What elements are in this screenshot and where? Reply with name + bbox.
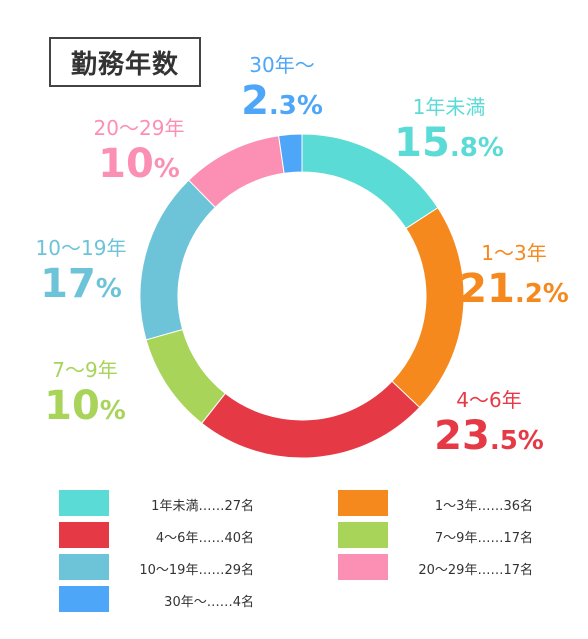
legend-label: 10〜19年……29名 xyxy=(139,563,254,578)
chart-title-box: 勤務年数 xyxy=(49,37,201,87)
percent-int: 23 xyxy=(434,413,490,459)
slice-label: 10〜19年 17% xyxy=(0,238,171,304)
percent-int: 21 xyxy=(459,266,515,312)
percent-dec: .3 xyxy=(268,91,297,121)
slice-category: 7〜9年 xyxy=(52,358,118,382)
slice-category: 4〜6年 xyxy=(456,388,522,412)
percent-int: 2 xyxy=(241,78,269,124)
percent-int: 10 xyxy=(98,141,154,187)
percent-sym: % xyxy=(542,279,569,309)
legend-label: 1〜3年……36名 xyxy=(434,499,533,514)
legend-swatch xyxy=(59,554,109,580)
slice-percent: 23.5% xyxy=(399,416,579,456)
percent-int: 17 xyxy=(40,261,96,307)
donut-slice xyxy=(201,380,421,459)
slice-label: 1〜3年 21.2% xyxy=(424,243,588,309)
legend-label: 1年未満……27名 xyxy=(151,499,254,514)
percent-int: 10 xyxy=(44,383,100,429)
percent-sym: % xyxy=(477,133,504,163)
slice-percent: 10% xyxy=(0,386,175,426)
legend-item: 7〜9年……17名 xyxy=(338,522,558,548)
donut-slice xyxy=(278,133,303,174)
slice-percent: 21.2% xyxy=(424,269,588,309)
legend-item: 1〜3年……36名 xyxy=(338,490,558,516)
slice-label: 4〜6年 23.5% xyxy=(399,390,579,456)
slice-percent: 15.8% xyxy=(359,123,539,163)
slice-category: 20〜29年 xyxy=(93,116,185,140)
legend-item: 4〜6年……40名 xyxy=(59,522,279,548)
slice-category: 1〜3年 xyxy=(481,241,547,265)
percent-sym: % xyxy=(99,396,126,426)
legend-item: 1年未満……27名 xyxy=(59,490,279,516)
chart-title: 勤務年数 xyxy=(70,49,179,80)
legend-label: 7〜9年……17名 xyxy=(434,531,533,546)
legend-item: 30年〜……4名 xyxy=(59,586,279,612)
legend-label: 30年〜……4名 xyxy=(164,595,254,610)
legend-swatch xyxy=(59,490,109,516)
slice-category: 30年〜 xyxy=(249,53,315,77)
legend-label: 4〜6年……40名 xyxy=(155,531,254,546)
legend-swatch xyxy=(338,490,388,516)
slice-category: 1年未満 xyxy=(412,95,486,119)
legend-swatch xyxy=(338,522,388,548)
slice-label: 30年〜 2.3% xyxy=(192,55,372,121)
slice-label: 20〜29年 10% xyxy=(49,118,229,184)
percent-dec: .2 xyxy=(514,279,543,309)
percent-int: 15 xyxy=(394,120,450,166)
legend-swatch xyxy=(59,522,109,548)
slice-percent: 10% xyxy=(49,144,229,184)
percent-dec: .8 xyxy=(449,133,478,163)
percent-sym: % xyxy=(517,426,544,456)
legend-swatch xyxy=(59,586,109,612)
percent-sym: % xyxy=(153,154,180,184)
percent-dec: .5 xyxy=(489,426,518,456)
slice-percent: 17% xyxy=(0,264,171,304)
slice-percent: 2.3% xyxy=(192,81,372,121)
legend-item: 20〜29年……17名 xyxy=(338,554,558,580)
legend-swatch xyxy=(338,554,388,580)
legend-label: 20〜29年……17名 xyxy=(418,563,533,578)
slice-label: 1年未満 15.8% xyxy=(359,97,539,163)
legend-item: 10〜19年……29名 xyxy=(59,554,279,580)
percent-sym: % xyxy=(95,274,122,304)
slice-label: 7〜9年 10% xyxy=(0,360,175,426)
percent-sym: % xyxy=(296,91,323,121)
slice-category: 10〜19年 xyxy=(35,236,127,260)
